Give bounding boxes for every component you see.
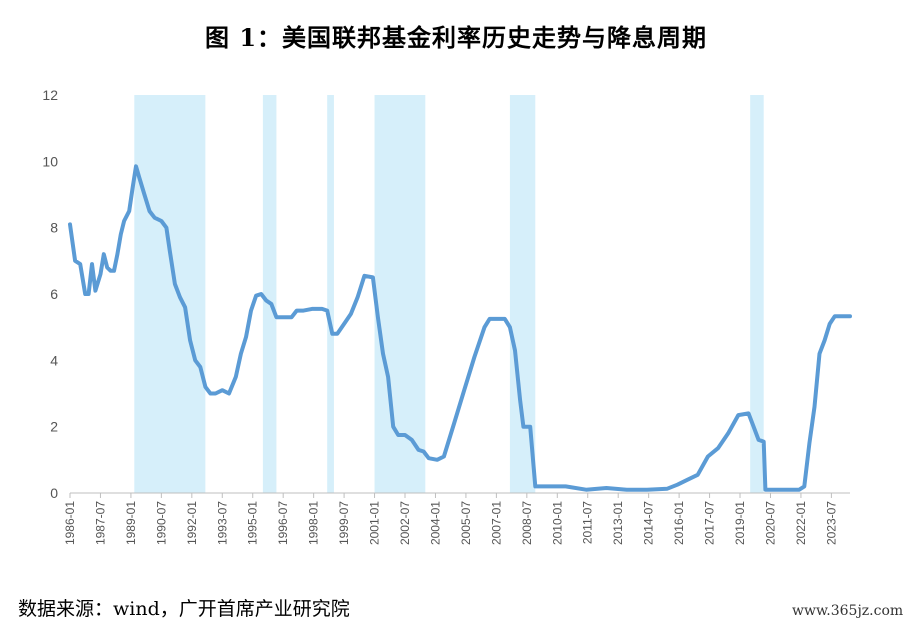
y-tick-label: 10 [42,153,58,169]
watermark: www.365jz.com [792,603,904,619]
x-tick-label: 1995-01 [246,501,260,545]
x-tick-label: 1998-01 [307,501,321,545]
y-tick-label: 6 [50,286,58,302]
x-tick-label: 2011-07 [581,501,595,544]
fed-funds-rate-line [68,164,852,492]
x-tick-label: 2019-01 [733,501,747,545]
rate-cut-period [374,95,426,493]
x-tick-label: 1989-01 [124,501,138,545]
x-tick-label: 2010-01 [550,501,564,545]
x-tick-label: 2007-01 [489,501,503,545]
x-tick-label: 2020-07 [763,501,777,545]
rate-cut-period [327,95,334,493]
x-tick-label: 2002-07 [398,501,412,545]
y-tick-label: 12 [42,87,58,103]
rate-cut-period [750,95,764,493]
series-lines [68,164,852,492]
y-tick-labels: 0 2 4 6 8 10 12 [42,87,58,501]
x-tick-label: 1999-07 [337,501,351,545]
source-note: 数据来源：wind，广开首席产业研究院 [18,598,350,620]
x-tick-label: 2022-01 [794,501,808,545]
x-tick-label: 1993-07 [215,501,229,545]
y-tick-label: 8 [50,220,58,236]
x-tick-label: 1986-01 [63,501,77,545]
x-tick-label: 2005-07 [459,501,473,545]
x-tick-label: 2023-07 [824,501,838,545]
rate-cut-period [134,95,206,493]
x-tick-label: 1992-01 [185,501,199,545]
y-tick-label: 2 [50,419,58,435]
chart-title: 图 1：美国联邦基金利率历史走势与降息周期 [204,23,708,52]
x-tick-labels: 1986-01 1987-07 1989-01 1990-07 1992-01 1993-… [63,493,838,545]
y-tick-label: 0 [50,485,58,501]
x-tick-label: 2016-01 [672,501,686,545]
rate-cut-period [262,95,277,493]
x-tick-label: 1990-07 [154,501,168,545]
y-tick-label: 4 [50,352,58,368]
x-tick-label: 2008-07 [520,501,534,545]
x-tick-label: 2001-01 [368,501,382,545]
x-tick-label: 2013-01 [611,501,625,545]
x-tick-label: 2017-07 [703,501,717,545]
x-tick-label: 2014-07 [642,501,656,545]
x-tick-label: 1996-07 [276,501,290,545]
x-tick-label: 1987-07 [93,501,107,545]
x-tick-label: 2004-01 [428,501,442,545]
